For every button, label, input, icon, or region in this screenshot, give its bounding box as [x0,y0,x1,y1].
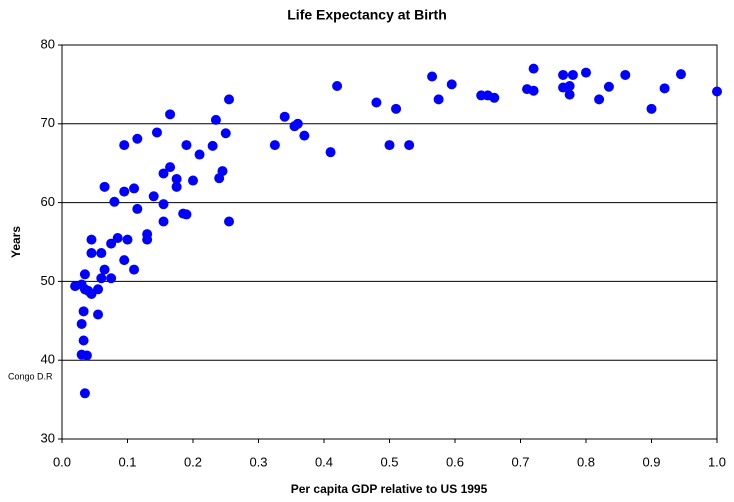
point [129,183,140,194]
point [129,264,140,275]
point [675,69,686,80]
point [391,103,402,114]
point [404,140,415,151]
point [446,79,457,90]
point [96,248,107,259]
point [207,140,218,151]
point [528,85,539,96]
point [581,67,591,78]
point [79,269,90,280]
y-tick-label: 40 [41,352,55,367]
point [181,140,192,151]
x-tick-label: 0.0 [53,454,71,469]
point [564,80,575,91]
point [594,94,605,105]
point [269,140,280,151]
point [325,147,336,158]
point [78,306,89,317]
point [384,140,395,151]
point [158,168,169,179]
point [106,273,117,284]
point [220,128,231,139]
point [292,118,303,129]
point [712,86,722,97]
x-tick-label: 1.0 [708,454,726,469]
point [558,69,569,80]
point [171,181,182,192]
point [620,69,631,80]
point [564,89,575,100]
x-tick-label: 0.8 [577,454,595,469]
point [119,186,130,197]
point [99,264,110,275]
point [165,162,176,173]
point [96,273,107,284]
point [132,203,143,214]
point [109,196,120,207]
x-tick-label: 0.3 [249,454,267,469]
point [528,63,539,74]
point [188,175,198,186]
point [178,208,189,219]
y-tick-label: 70 [41,115,55,130]
point [81,350,92,361]
point [148,191,159,202]
point [371,97,382,108]
point [332,80,343,91]
point [119,255,130,266]
point [142,229,153,240]
point [194,149,205,160]
point [151,127,162,138]
x-axis-label: Per capita GDP relative to US 1995 [291,482,488,496]
y-tick-label: 60 [41,194,55,209]
point [427,71,438,82]
point [119,140,130,151]
point [79,388,90,399]
x-tick-label: 0.4 [315,454,333,469]
point [567,69,578,80]
point [224,216,235,227]
point [76,318,87,329]
y-tick-label: 80 [41,36,55,51]
point [433,94,444,105]
point [122,234,133,245]
point [76,279,87,290]
y-axis-label: Years [9,226,23,258]
point [489,92,500,103]
y-tick-label: 50 [41,273,55,288]
plot-frame [61,44,718,440]
point [112,233,123,244]
point [165,109,176,120]
x-tick-label: 0.9 [642,454,660,469]
point [299,130,310,141]
point [171,173,182,184]
chart-title: Life Expectancy at Birth [287,7,447,23]
point [603,81,614,92]
point [132,133,143,144]
point [99,181,110,192]
point [210,114,221,125]
point [86,234,97,245]
x-tick-label: 0.1 [118,454,136,469]
point [78,335,89,346]
y-tick-label: 30 [41,430,55,445]
x-tick-label: 0.6 [446,454,464,469]
point [214,173,225,184]
point [93,309,104,320]
point [158,199,169,210]
point [158,216,169,227]
point [224,94,235,105]
x-tick-label: 0.2 [184,454,202,469]
point [279,111,290,122]
x-tick-label: 0.5 [380,454,398,469]
annotation: Congo D.R [8,371,53,381]
point [106,238,117,249]
point [659,83,670,94]
point [646,103,657,114]
point [86,248,97,259]
x-tick-label: 0.7 [511,454,529,469]
